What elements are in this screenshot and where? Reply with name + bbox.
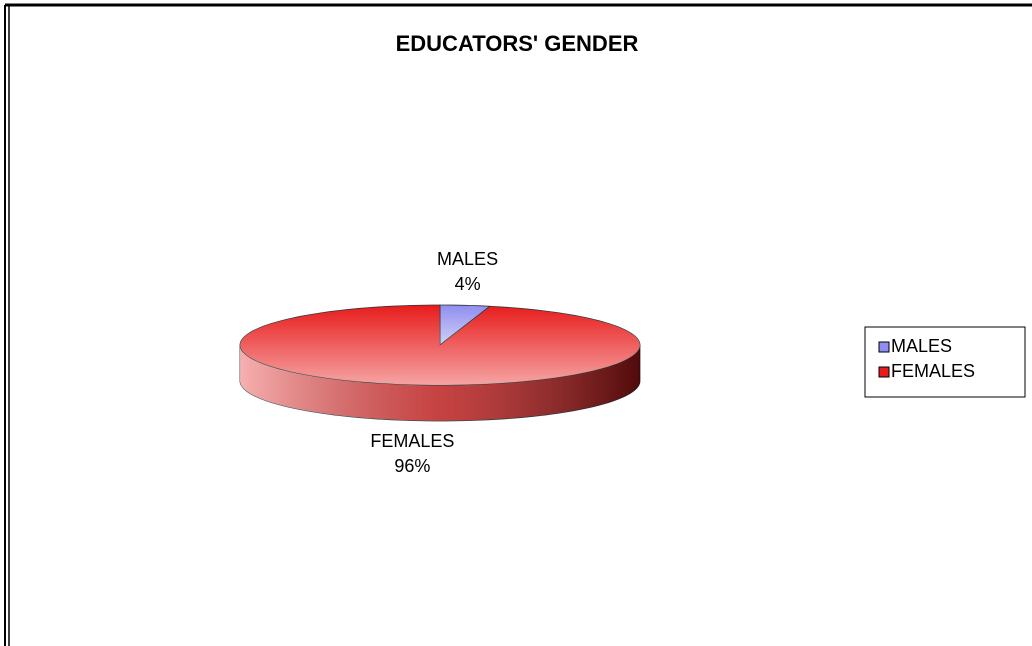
slice-shade [240,305,640,385]
legend-swatch [878,341,890,353]
data-label-value: 4% [455,274,481,294]
side-shade [240,345,640,421]
data-label-name: FEMALES [370,431,454,451]
legend-label: MALES [891,336,952,356]
chart-title: EDUCATORS' GENDER [396,31,639,56]
data-label-value: 96% [394,456,430,476]
data-label-name: MALES [437,249,498,269]
legend-swatch [878,366,890,378]
legend-box [864,326,1026,398]
legend-label: FEMALES [891,361,975,381]
